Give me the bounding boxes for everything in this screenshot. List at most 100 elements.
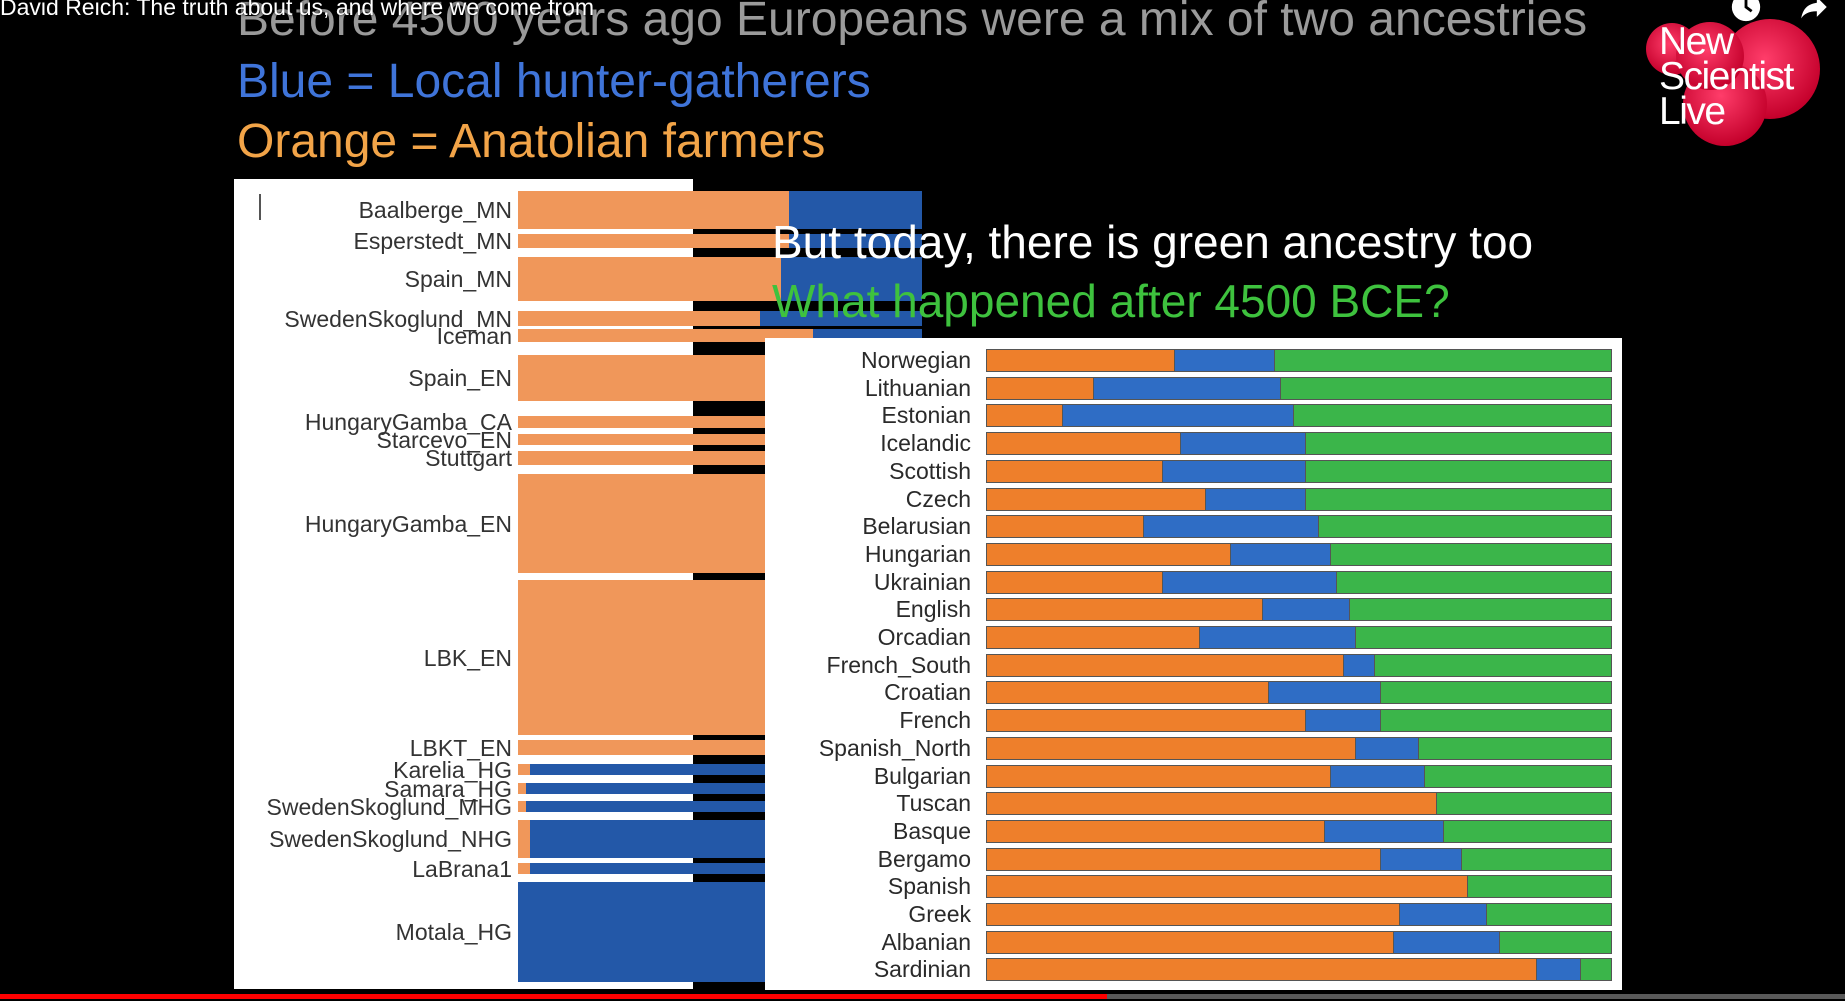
population-label: Norwegian bbox=[861, 347, 971, 373]
population-bar-segment-orange bbox=[987, 820, 1324, 842]
population-bar-segment-blue bbox=[1061, 405, 1293, 427]
ancient-label-hungarygamba-ca: HungaryGamba_CA bbox=[304, 409, 512, 435]
population-row-french-south: French_South bbox=[765, 652, 1622, 679]
population-row-icelandic: Icelandic bbox=[765, 430, 1622, 457]
population-label: Croatian bbox=[884, 679, 971, 706]
population-bar-segment-orange bbox=[987, 682, 1268, 704]
population-bar bbox=[986, 847, 1612, 871]
question-heading: What happened after 4500 BCE? bbox=[772, 275, 1450, 327]
population-bar-segment-orange bbox=[987, 737, 1356, 759]
population-bar-segment-orange bbox=[987, 599, 1262, 621]
population-bar-segment-green bbox=[1498, 931, 1611, 953]
ancient-bar-segment-orange bbox=[518, 434, 874, 445]
population-row-bergamo: Bergamo bbox=[765, 846, 1622, 873]
ancient-label-starcevo-en: Starcevo_EN bbox=[376, 426, 512, 453]
population-bar-segment-orange bbox=[987, 350, 1175, 371]
population-label: Ukrainian bbox=[873, 568, 971, 595]
population-row-norwegian: Norwegian bbox=[765, 347, 1622, 374]
video-progress-bar[interactable] bbox=[0, 994, 1845, 999]
population-bar-segment-blue bbox=[1355, 737, 1418, 759]
logo-line-new: New bbox=[1659, 20, 1734, 63]
population-label: Orcadian bbox=[877, 624, 971, 650]
population-label: Bulgarian bbox=[873, 762, 971, 789]
population-label: Scottish bbox=[889, 457, 971, 484]
ancient-label-baalberge-mn: Baalberge_MN bbox=[358, 197, 512, 223]
population-label: Tuscan bbox=[896, 790, 971, 817]
population-row-spanish: Spanish bbox=[765, 873, 1622, 900]
ancient-label-spain-mn: Spain_MN bbox=[404, 266, 512, 292]
clock-icon[interactable] bbox=[1729, 0, 1763, 24]
population-bar bbox=[986, 764, 1612, 788]
population-bar-segment-blue bbox=[1342, 654, 1374, 676]
population-bar-segment-orange bbox=[987, 710, 1306, 732]
population-bar-segment-blue bbox=[1380, 848, 1462, 870]
population-label: English bbox=[895, 596, 971, 623]
population-bar-segment-orange bbox=[987, 654, 1343, 676]
population-bar-segment-orange bbox=[987, 848, 1381, 870]
video-progress-fill bbox=[0, 994, 1107, 999]
population-label: Czech bbox=[905, 485, 971, 512]
population-bar-segment-green bbox=[1442, 820, 1611, 842]
population-bar-segment-orange bbox=[987, 543, 1231, 565]
population-bar bbox=[986, 903, 1612, 926]
ancient-bar-segment-blue bbox=[788, 191, 922, 229]
population-bar-segment-orange bbox=[987, 793, 1437, 815]
modern-ancestry-chart: Norwegian Lithuanian Estonian Icelandic Scot… bbox=[765, 338, 1622, 990]
population-bar-segment-blue bbox=[1323, 820, 1443, 842]
ancient-bar-esperstedt-mn bbox=[518, 234, 922, 248]
share-icon[interactable] bbox=[1797, 0, 1831, 24]
population-bar-segment-blue bbox=[1180, 433, 1306, 455]
ancient-bar-segment-blue bbox=[526, 783, 922, 794]
ancient-label-karelia-hg: Karelia_HG bbox=[393, 756, 512, 783]
ancient-bar-segment-blue bbox=[788, 234, 922, 248]
population-bar bbox=[986, 349, 1612, 372]
population-bar-segment-blue bbox=[1199, 627, 1356, 648]
ancient-bar-segment-orange bbox=[518, 783, 527, 794]
population-bar-segment-orange bbox=[987, 765, 1331, 787]
video-title[interactable]: David Reich: The truth about us, and whe… bbox=[0, 0, 595, 20]
population-bar bbox=[986, 598, 1612, 622]
ancient-label-stuttgart: Stuttgart bbox=[425, 445, 512, 471]
ancient-bar-segment-blue bbox=[530, 863, 922, 874]
legend-blue-text: Blue = Local hunter-gatherers bbox=[237, 55, 871, 108]
population-bar bbox=[986, 459, 1612, 483]
green-ancestry-heading: But today, there is green ancestry too bbox=[772, 216, 1534, 268]
population-bar-segment-orange bbox=[987, 405, 1062, 427]
ancient-bar-segment-orange bbox=[518, 234, 789, 248]
ancient-bar-swedenskoglund-mn bbox=[518, 311, 922, 326]
population-row-czech: Czech bbox=[765, 486, 1622, 513]
population-bar-segment-green bbox=[1336, 571, 1611, 593]
ancient-bar-labrana1 bbox=[518, 863, 922, 874]
population-bar-segment-blue bbox=[1093, 377, 1281, 399]
population-bar-segment-green bbox=[1461, 848, 1611, 870]
population-bar-segment-green bbox=[1380, 710, 1611, 732]
ancient-sample-labels: Baalberge_MN Esperstedt_MN Spain_MN SwedenS… bbox=[234, 179, 512, 989]
population-bar-segment-orange bbox=[987, 433, 1181, 455]
population-bar-segment-orange bbox=[987, 516, 1143, 538]
population-bar-segment-blue bbox=[1161, 571, 1337, 593]
ancient-label-samara-hg: Samara_HG bbox=[384, 775, 512, 802]
ancient-label-swedenskoglund-mn: SwedenSkoglund_MN bbox=[284, 305, 512, 332]
ancient-label-esperstedt-mn: Esperstedt_MN bbox=[353, 228, 512, 254]
population-bar-segment-green bbox=[1373, 654, 1611, 676]
population-bar-segment-blue bbox=[1143, 516, 1318, 538]
population-bar-segment-orange bbox=[987, 931, 1393, 953]
population-bar-segment-green bbox=[1423, 765, 1611, 787]
population-bar-segment-blue bbox=[1161, 460, 1306, 482]
population-bar bbox=[986, 792, 1612, 816]
ancient-label-swedenskoglund-nhg: SwedenSkoglund_NHG bbox=[269, 826, 512, 852]
ancient-bar-spain-mn bbox=[518, 257, 922, 301]
ancient-label-iceman: Iceman bbox=[436, 322, 512, 349]
logo-line-live: Live bbox=[1659, 90, 1726, 133]
population-bar-segment-orange bbox=[987, 627, 1200, 648]
population-bar-segment-green bbox=[1305, 433, 1611, 455]
population-bar bbox=[986, 626, 1612, 649]
population-bar-segment-green bbox=[1355, 627, 1611, 648]
logo-line-scientist: Scientist bbox=[1659, 55, 1794, 98]
population-bar-segment-green bbox=[1380, 682, 1611, 704]
population-bar bbox=[986, 432, 1612, 456]
ancient-bar-swedenskoglund-mhg bbox=[518, 801, 922, 812]
population-bar bbox=[986, 515, 1612, 539]
population-label: Hungarian bbox=[864, 540, 971, 567]
population-label: Estonian bbox=[881, 402, 971, 429]
